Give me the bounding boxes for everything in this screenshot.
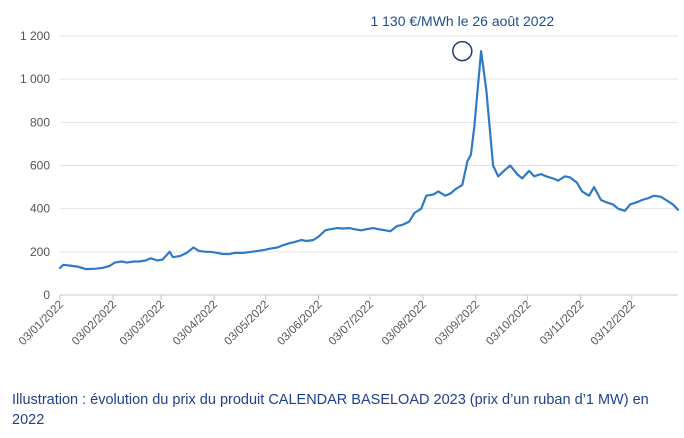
price-line-chart: 0 200 400 600 800 1 000 1 200 03/01/2022 03/02/… (17, 13, 680, 348)
x-tick-label: 03/04/2022 (171, 299, 220, 348)
x-tick-label: 03/12/2022 (589, 299, 638, 348)
x-tick-label: 03/07/2022 (327, 299, 376, 348)
x-tick-label: 03/09/2022 (433, 299, 482, 348)
y-tick-label: 800 (30, 115, 50, 129)
peak-label: 1 130 €/MWh le 26 août 2022 (370, 13, 554, 29)
y-tick-label: 1 200 (20, 29, 50, 43)
x-tick-label: 03/08/2022 (380, 299, 429, 348)
x-tick-label: 03/10/2022 (484, 299, 533, 348)
y-tick-label: 0 (43, 288, 50, 302)
y-tick-label: 1 000 (20, 72, 50, 86)
x-tick-label: 03/11/2022 (538, 299, 587, 348)
x-tick-label: 03/02/2022 (70, 299, 119, 348)
gridlines (60, 35, 678, 253)
x-tick-label: 03/05/2022 (222, 299, 271, 348)
x-tick-label: 03/01/2022 (17, 299, 66, 348)
y-tick-label: 400 (30, 202, 50, 216)
y-tick-label: 600 (30, 159, 50, 173)
y-tick-label: 200 (30, 245, 50, 259)
x-tick-label: 03/03/2022 (118, 299, 167, 348)
peak-circle (452, 40, 473, 62)
price-line (58, 49, 680, 271)
price-series (58, 49, 680, 271)
x-tick-label: 03/06/2022 (275, 299, 324, 348)
y-axis-ticks: 0 200 400 600 800 1 000 1 200 (20, 29, 50, 302)
peak-annotation: 1 130 €/MWh le 26 août 2022 (370, 13, 554, 62)
figure-caption: Illustration : évolution du prix du prod… (12, 392, 649, 428)
